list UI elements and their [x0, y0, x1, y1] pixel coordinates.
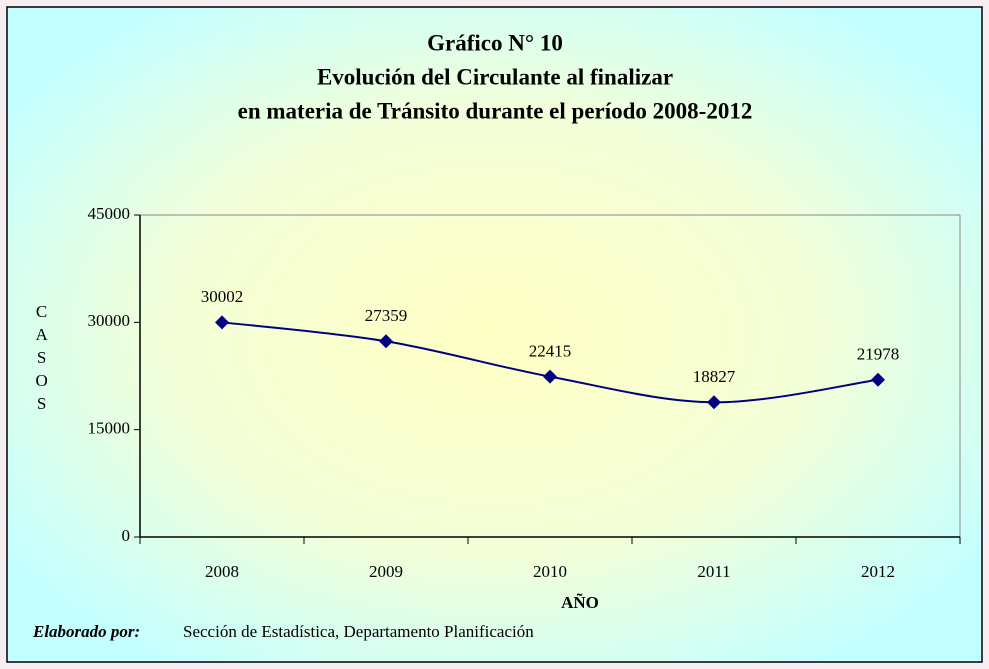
x-tick-label: 2010 [533, 562, 567, 581]
point-marker [871, 372, 885, 387]
point-marker [543, 369, 557, 384]
data-label: 30002 [201, 287, 244, 306]
source-text: Sección de Estadística, Departamento Pla… [183, 622, 534, 641]
chart-title: Gráfico N° 10 [427, 30, 563, 55]
y-tick-label: 15000 [88, 419, 131, 438]
data-label: 21978 [857, 345, 900, 364]
data-label: 27359 [365, 306, 408, 325]
chart-title: en materia de Tránsito durante el períod… [238, 98, 753, 123]
x-tick-label: 2009 [369, 562, 403, 581]
y-axis-label: CASOS [32, 302, 51, 417]
point-marker [707, 395, 721, 410]
source-label: Elaborado por: [32, 622, 140, 641]
data-label: 18827 [693, 367, 736, 386]
chart-frame [6, 6, 983, 663]
chart-title: Evolución del Circulante al finalizar [317, 64, 673, 89]
y-tick-label: 45000 [88, 204, 131, 223]
y-tick-label: 30000 [88, 311, 131, 330]
x-tick-label: 2011 [697, 562, 730, 581]
x-tick-label: 2012 [861, 562, 895, 581]
point-marker [215, 315, 229, 330]
data-label: 22415 [529, 342, 572, 361]
point-marker [379, 334, 393, 349]
x-tick-label: 2008 [205, 562, 239, 581]
x-axis-label: AÑO [561, 593, 599, 612]
y-tick-label: 0 [122, 526, 131, 545]
